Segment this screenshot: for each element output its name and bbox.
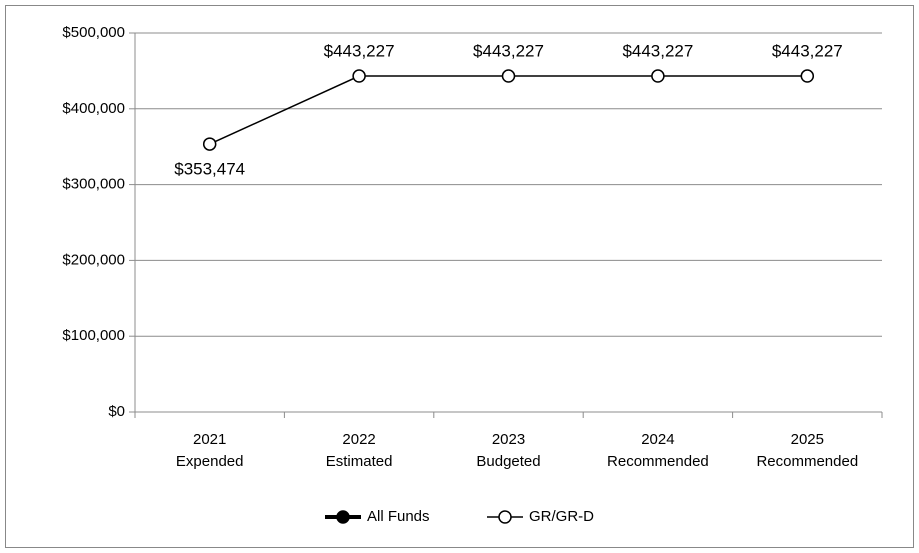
y-tick-label: $0 (108, 403, 125, 420)
data-label: $443,227 (473, 42, 544, 61)
data-label: $443,227 (772, 42, 843, 61)
x-tick-label-line: Budgeted (476, 453, 540, 470)
x-tick-label-line: Recommended (607, 453, 709, 470)
data-label: $443,227 (622, 42, 693, 61)
data-point (501, 69, 516, 83)
chart-frame (5, 5, 914, 548)
x-tick-label: 2024 Recommended (607, 431, 709, 470)
x-tick-label: 2021 Expended (176, 431, 244, 470)
data-label: $443,227 (324, 42, 395, 61)
y-tick-label: $100,000 (62, 327, 125, 344)
data-point (352, 69, 366, 83)
legend-marker (498, 510, 512, 524)
x-tick-label-line: 2025 (791, 431, 824, 448)
x-tick-label-line: 2022 (342, 431, 375, 448)
legend-marker (336, 510, 350, 524)
data-point (202, 137, 217, 151)
x-tick-label: 2023 Budgeted (476, 431, 540, 470)
x-tick-label-line: Estimated (326, 453, 393, 470)
x-tick-label-line: 2024 (641, 431, 674, 448)
x-tick-label-line: 2021 (193, 431, 226, 448)
data-point (651, 69, 665, 83)
y-tick-label: $300,000 (62, 176, 125, 193)
y-tick-label: $500,000 (62, 24, 125, 41)
x-tick-label: 2025 Recommended (756, 431, 858, 470)
y-tick-label: $200,000 (62, 251, 125, 268)
x-tick-label-line: 2023 (492, 431, 525, 448)
data-point (800, 69, 815, 83)
data-label: $353,474 (174, 160, 245, 179)
x-tick-label-line: Recommended (756, 453, 858, 470)
y-tick-label: $400,000 (62, 100, 125, 117)
x-tick-label-line: Expended (176, 453, 244, 470)
legend-label: All Funds (367, 508, 430, 525)
x-tick-label: 2022 Estimated (326, 431, 393, 470)
legend-label: GR/GR-D (529, 508, 594, 525)
